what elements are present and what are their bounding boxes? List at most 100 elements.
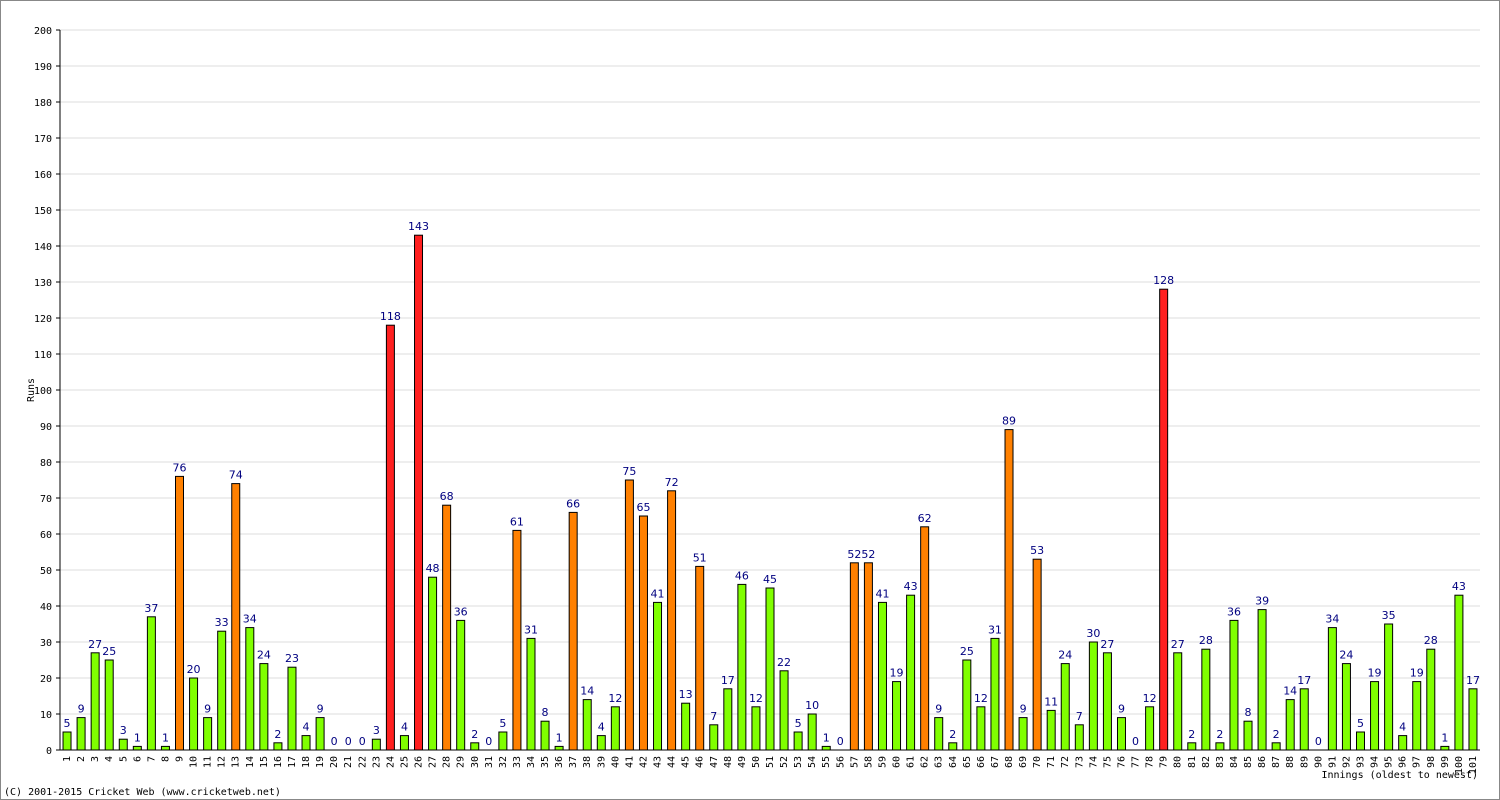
y-tick-label: 200 [34,26,52,37]
x-tick-label: 35 [540,756,551,768]
x-tick-label: 12 [217,756,228,768]
bar [104,659,114,751]
x-tick-label: 80 [1173,756,1184,768]
x-tick-label: 91 [1327,756,1338,768]
x-tick-label: 30 [470,756,481,768]
value-label: 19 [890,667,904,680]
value-label: 12 [974,692,988,705]
bar [1145,706,1155,751]
bar [1004,429,1014,751]
x-tick-label: 1 [62,756,73,762]
value-label: 24 [257,649,271,662]
y-tick-label: 110 [34,350,52,361]
x-tick-label: 31 [484,756,495,768]
x-tick-label: 97 [1412,756,1423,768]
value-label: 9 [1020,703,1027,716]
bar [273,742,283,751]
bar [456,619,466,751]
value-label: 4 [401,721,408,734]
x-tick-label: 32 [498,756,509,768]
bar [203,717,213,751]
x-tick-label: 100 [1454,756,1465,774]
x-tick-label: 76 [1116,756,1127,768]
x-tick-label: 79 [1159,756,1170,768]
x-tick-label: 58 [863,756,874,768]
x-tick-label: 37 [568,756,579,768]
x-tick-label: 49 [737,756,748,768]
x-tick-label: 54 [807,756,818,768]
x-tick-label: 14 [245,756,256,768]
value-label: 72 [665,476,679,489]
x-tick-label: 70 [1032,756,1043,768]
value-label: 5 [499,717,506,730]
bar [160,745,170,751]
value-label: 12 [749,692,763,705]
x-tick-label: 50 [751,756,762,768]
y-tick-label: 80 [40,458,52,469]
bar [146,616,156,751]
bar [1412,681,1422,751]
x-tick-label: 19 [315,756,326,768]
value-label: 48 [426,562,440,575]
x-tick-label: 63 [934,756,945,768]
x-tick-label: 55 [821,756,832,768]
bar [709,724,719,751]
x-tick-label: 42 [638,756,649,768]
value-label: 2 [1273,728,1280,741]
x-tick-label: 94 [1370,756,1381,768]
x-tick-label: 26 [414,756,425,768]
x-tick-label: 85 [1243,756,1254,768]
bar [301,735,311,751]
y-tick-label: 180 [34,98,52,109]
bar [681,702,691,751]
value-label: 27 [1171,638,1185,651]
bar [1243,720,1253,751]
value-label: 2 [471,728,478,741]
value-label: 17 [1466,674,1480,687]
value-label: 12 [1143,692,1157,705]
bar [653,601,663,751]
bar [1370,681,1380,751]
y-tick-label: 140 [34,242,52,253]
value-label: 24 [1339,649,1353,662]
x-tick-label: 25 [399,756,410,768]
x-tick-label: 3 [90,756,101,762]
value-label: 5 [795,717,802,730]
value-label: 33 [215,616,229,629]
x-tick-label: 11 [203,756,214,768]
y-tick-label: 170 [34,134,52,145]
x-tick-label: 28 [442,756,453,768]
bar [259,663,269,751]
y-tick-label: 60 [40,530,52,541]
x-tick-label: 22 [357,756,368,768]
value-label: 24 [1058,649,1072,662]
value-label: 46 [735,569,749,582]
bar [62,731,72,751]
value-label: 1 [556,731,563,744]
value-label: 39 [1255,595,1269,608]
x-tick-label: 101 [1468,756,1479,774]
bar [765,587,775,751]
value-label: 62 [918,512,932,525]
x-tick-label: 48 [723,756,734,768]
bar [751,706,761,751]
x-tick-label: 46 [695,756,706,768]
value-label: 28 [1199,634,1213,647]
x-tick-label: 36 [554,756,565,768]
bar [442,504,452,751]
value-label: 14 [580,685,594,698]
value-label: 0 [837,735,844,748]
value-label: 30 [1086,627,1100,640]
bar [610,706,620,751]
x-tick-label: 87 [1271,756,1282,768]
value-label: 7 [1076,710,1083,723]
x-tick-label: 44 [667,756,678,768]
y-tick-label: 30 [40,638,52,649]
bar [1454,594,1464,751]
bar [1018,717,1028,751]
x-tick-label: 89 [1299,756,1310,768]
value-label: 45 [763,573,777,586]
bar [1341,663,1351,751]
value-label: 5 [64,717,71,730]
x-tick-label: 88 [1285,756,1296,768]
